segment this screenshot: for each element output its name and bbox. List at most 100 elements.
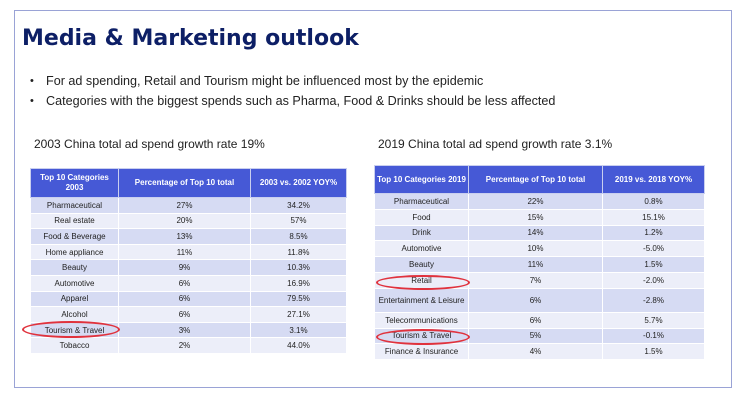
yoy-cell: -0.1% xyxy=(602,327,705,345)
yoy-cell: 0.8% xyxy=(602,193,705,210)
category-cell: Finance & Insurance xyxy=(374,343,469,361)
yoy-cell: 3.1% xyxy=(250,321,347,339)
table-row: Beauty 11% 1.5% xyxy=(374,256,705,273)
category-cell: Home appliance xyxy=(30,243,119,261)
yoy-cell: 79.5% xyxy=(250,290,347,308)
percentage-cell: 6% xyxy=(468,311,603,329)
column-header: Top 10 Categories 2003 xyxy=(30,168,119,198)
table-row: Real estate 20% 57% xyxy=(30,212,347,230)
table-row: Finance & Insurance 4% 1.5% xyxy=(374,343,705,361)
percentage-cell: 20% xyxy=(118,212,251,230)
table-row: Food & Beverage 13% 8.5% xyxy=(30,228,347,245)
table-row: Alcohol 6% 27.1% xyxy=(30,306,347,323)
percentage-cell: 9% xyxy=(118,259,251,276)
yoy-cell: 1.2% xyxy=(602,224,705,242)
column-header: Percentage of Top 10 total xyxy=(118,168,251,198)
percentage-cell: 13% xyxy=(118,228,251,245)
bullet-item: • For ad spending, Retail and Tourism mi… xyxy=(30,71,555,91)
table-row: Tourism & Travel 5% -0.1% xyxy=(374,327,705,345)
table-row: Beauty 9% 10.3% xyxy=(30,259,347,276)
left-table-subtitle: 2003 China total ad spend growth rate 19… xyxy=(34,137,265,151)
bullet-text: Categories with the biggest spends such … xyxy=(46,94,556,108)
category-cell: Pharmaceutical xyxy=(374,193,469,210)
table-row: Drink 14% 1.2% xyxy=(374,224,705,242)
category-cell: Apparel xyxy=(30,290,119,308)
category-cell: Alcohol xyxy=(30,306,119,323)
slide-title: Media & Marketing outlook xyxy=(22,26,359,51)
yoy-cell: -2.8% xyxy=(602,287,705,313)
yoy-cell: 57% xyxy=(250,212,347,230)
percentage-cell: 6% xyxy=(118,306,251,323)
bullet-item: • Categories with the biggest spends suc… xyxy=(30,91,555,111)
percentage-cell: 27% xyxy=(118,197,251,214)
table-row: Entertainment & Leisure 6% -2.8% xyxy=(374,287,705,313)
table-row: Automotive 10% -5.0% xyxy=(374,240,705,258)
yoy-cell: 10.3% xyxy=(250,259,347,276)
category-cell: Pharmaceutical xyxy=(30,197,119,214)
yoy-cell: -2.0% xyxy=(602,271,705,289)
table-row: Pharmaceutical 27% 34.2% xyxy=(30,197,347,214)
percentage-cell: 7% xyxy=(468,271,603,289)
percentage-cell: 3% xyxy=(118,321,251,339)
ad-spend-table-2019: Top 10 Categories 2019 Percentage of Top… xyxy=(374,165,705,361)
table-row: Apparel 6% 79.5% xyxy=(30,290,347,308)
percentage-cell: 11% xyxy=(468,256,603,273)
percentage-cell: 2% xyxy=(118,337,251,354)
yoy-cell: 1.5% xyxy=(602,256,705,273)
table-row: Food 15% 15.1% xyxy=(374,208,705,226)
yoy-cell: 16.9% xyxy=(250,274,347,292)
percentage-cell: 10% xyxy=(468,240,603,258)
table-row: Tourism & Travel 3% 3.1% xyxy=(30,321,347,339)
yoy-cell: 11.8% xyxy=(250,243,347,261)
bullet-list: • For ad spending, Retail and Tourism mi… xyxy=(30,71,555,111)
table-header-row: Top 10 Categories 2019 Percentage of Top… xyxy=(374,165,705,194)
percentage-cell: 6% xyxy=(118,274,251,292)
yoy-cell: 15.1% xyxy=(602,208,705,226)
yoy-cell: 27.1% xyxy=(250,306,347,323)
table-row: Pharmaceutical 22% 0.8% xyxy=(374,193,705,210)
table-row: Retail 7% -2.0% xyxy=(374,271,705,289)
category-cell: Tobacco xyxy=(30,337,119,354)
table-header-row: Top 10 Categories 2003 Percentage of Top… xyxy=(30,168,347,198)
category-cell: Real estate xyxy=(30,212,119,230)
percentage-cell: 6% xyxy=(468,287,603,313)
yoy-cell: -5.0% xyxy=(602,240,705,258)
percentage-cell: 5% xyxy=(468,327,603,345)
right-table-subtitle: 2019 China total ad spend growth rate 3.… xyxy=(378,137,613,151)
category-cell: Beauty xyxy=(374,256,469,273)
bullet-dot-icon: • xyxy=(30,95,34,107)
ad-spend-table-2003: Top 10 Categories 2003 Percentage of Top… xyxy=(30,168,347,354)
category-cell: Drink xyxy=(374,224,469,242)
column-header: Percentage of Top 10 total xyxy=(468,165,603,194)
table-row: Tobacco 2% 44.0% xyxy=(30,337,347,354)
percentage-cell: 15% xyxy=(468,208,603,226)
column-header: Top 10 Categories 2019 xyxy=(374,165,469,194)
bullet-dot-icon: • xyxy=(30,75,34,87)
category-cell: Telecommunications xyxy=(374,311,469,329)
percentage-cell: 6% xyxy=(118,290,251,308)
column-header: 2019 vs. 2018 YOY% xyxy=(602,165,705,194)
table-row: Home appliance 11% 11.8% xyxy=(30,243,347,261)
category-cell: Food & Beverage xyxy=(30,228,119,245)
category-cell: Entertainment & Leisure xyxy=(374,287,469,313)
yoy-cell: 1.5% xyxy=(602,343,705,361)
category-cell: Tourism & Travel xyxy=(30,321,119,339)
category-cell: Automotive xyxy=(374,240,469,258)
category-cell: Beauty xyxy=(30,259,119,276)
category-cell: Food xyxy=(374,208,469,226)
bullet-text: For ad spending, Retail and Tourism migh… xyxy=(46,74,484,88)
yoy-cell: 5.7% xyxy=(602,311,705,329)
column-header: 2003 vs. 2002 YOY% xyxy=(250,168,347,198)
percentage-cell: 22% xyxy=(468,193,603,210)
percentage-cell: 14% xyxy=(468,224,603,242)
yoy-cell: 34.2% xyxy=(250,197,347,214)
category-cell: Automotive xyxy=(30,274,119,292)
category-cell: Retail xyxy=(374,271,469,289)
yoy-cell: 44.0% xyxy=(250,337,347,354)
percentage-cell: 11% xyxy=(118,243,251,261)
table-row: Telecommunications 6% 5.7% xyxy=(374,311,705,329)
category-cell: Tourism & Travel xyxy=(374,327,469,345)
table-row: Automotive 6% 16.9% xyxy=(30,274,347,292)
yoy-cell: 8.5% xyxy=(250,228,347,245)
percentage-cell: 4% xyxy=(468,343,603,361)
